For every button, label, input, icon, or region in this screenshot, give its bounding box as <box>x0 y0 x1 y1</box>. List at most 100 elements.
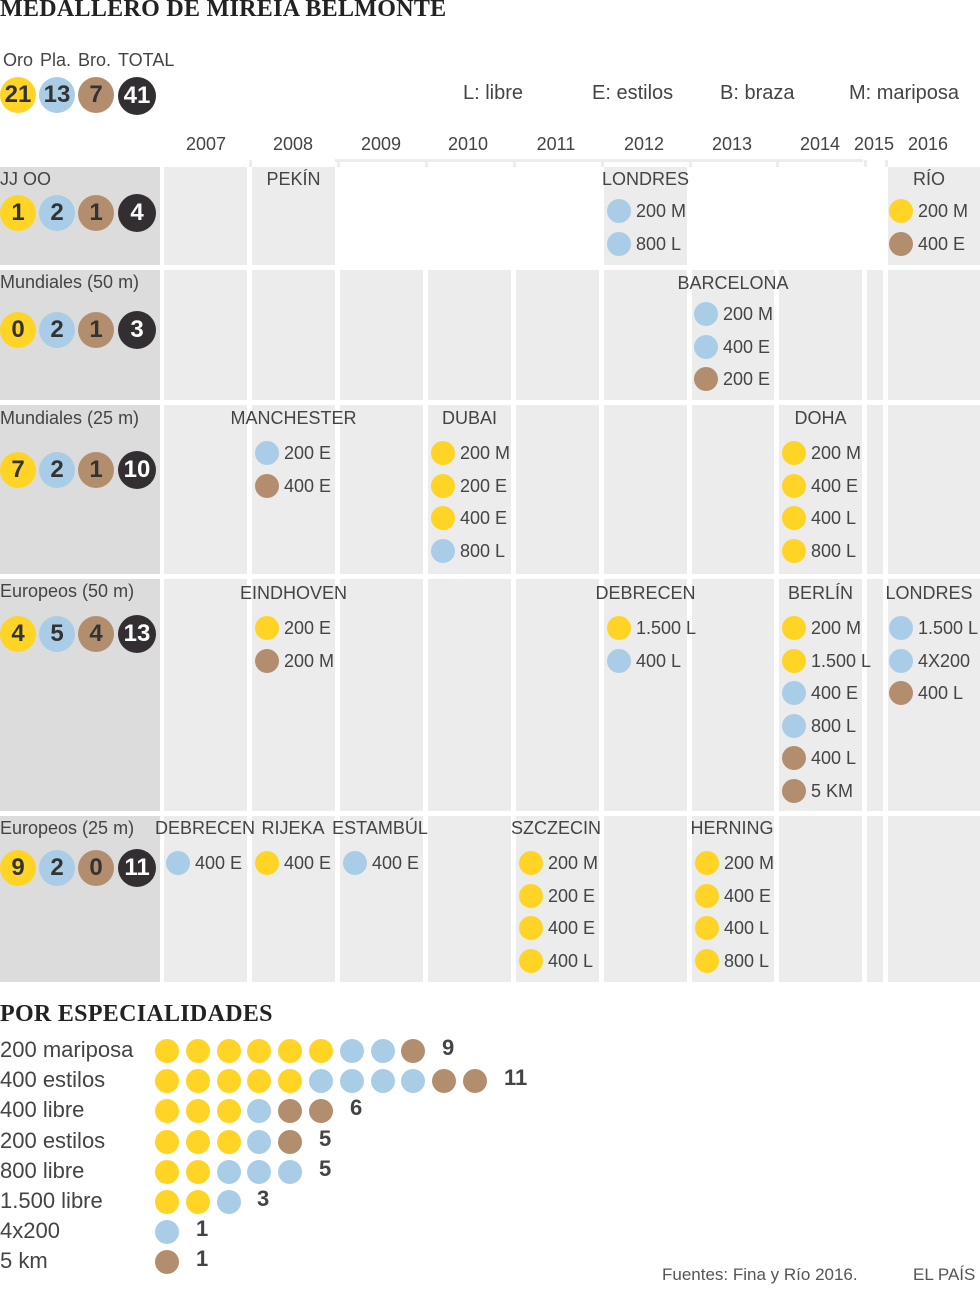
grid-cell-2009 <box>340 270 423 400</box>
medal-event-label: 400 L <box>636 650 682 671</box>
medal-event-label: 1.500 L <box>918 617 979 638</box>
grid-cell-2008 <box>252 167 335 265</box>
summary-oro-header: Oro <box>3 50 34 70</box>
medal-oro-dot <box>431 441 455 465</box>
competition-oro-count: 7 <box>0 452 36 488</box>
medal-item: 400 E <box>343 850 419 876</box>
specialty-oro-dot <box>155 1069 179 1093</box>
competition-bronce-count: 1 <box>78 195 114 231</box>
specialty-bronce-dot <box>278 1130 302 1154</box>
medal-event-label: 200 E <box>723 368 771 389</box>
medal-plata-dot <box>694 335 718 359</box>
year-label-2010: 2010 <box>447 134 489 154</box>
grid-cell-2010 <box>428 167 511 265</box>
year-label-2015: 2015 <box>853 134 895 154</box>
medal-oro-dot <box>782 539 806 563</box>
medal-oro-dot <box>519 884 543 908</box>
medal-event-label: 400 E <box>918 233 966 254</box>
summary-bronce-count: 7 <box>78 77 114 113</box>
legend-estilos: E: estilos <box>592 82 674 104</box>
event-city: DEBRECEN <box>595 583 696 603</box>
competition-bronce-count: 1 <box>78 312 114 348</box>
summary-plata-count: 13 <box>39 77 75 113</box>
legend-braza: B: braza <box>720 82 795 104</box>
medal-item: 1.500 L <box>889 615 978 641</box>
specialty-oro-dot <box>155 1039 179 1063</box>
competition-name: Mundiales (50 m) <box>0 272 140 292</box>
medal-item: 200 E <box>694 366 770 392</box>
source-note: Fuentes: Fina y Río 2016. <box>662 1265 858 1284</box>
medal-item: 800 L <box>695 948 769 974</box>
medal-oro-dot <box>695 916 719 940</box>
grid-cell-2011 <box>516 167 599 265</box>
medal-plata-dot <box>782 681 806 705</box>
specialty-total: 1 <box>196 1246 209 1271</box>
medal-event-label: 400 E <box>372 852 420 873</box>
specialty-oro-dot <box>217 1099 241 1123</box>
medal-bronce-dot <box>889 232 913 256</box>
grid-cell-2009 <box>340 816 423 982</box>
medal-item: 200 M <box>782 615 861 641</box>
medal-item: 400 E <box>166 850 242 876</box>
specialty-label: 4x200 <box>0 1218 60 1243</box>
specialty-bronce-dot <box>155 1250 179 1274</box>
medal-plata-dot <box>255 441 279 465</box>
medal-plata-dot <box>166 851 190 875</box>
grid-cell-2015 <box>867 579 883 811</box>
event-city: BARCELONA <box>677 273 789 293</box>
specialty-plata-dot <box>371 1069 395 1093</box>
medal-event-label: 800 L <box>460 540 506 561</box>
competition-plata-count: 2 <box>39 312 75 348</box>
specialty-total: 5 <box>319 1156 332 1181</box>
specialty-oro-dot <box>186 1160 210 1184</box>
medal-event-label: 400 E <box>284 475 332 496</box>
grid-cell-2010 <box>428 816 511 982</box>
specialty-total: 3 <box>257 1186 270 1211</box>
competition-plata-count: 2 <box>39 452 75 488</box>
competition-total-count: 3 <box>118 311 156 349</box>
grid-cell-2009 <box>340 579 423 811</box>
year-divider <box>513 160 516 167</box>
medal-item: 400 E <box>695 883 771 909</box>
event-city: DUBAI <box>441 408 498 428</box>
grid-cell-2010 <box>428 270 511 400</box>
medal-event-label: 200 E <box>548 885 596 906</box>
grid-cell-2008 <box>252 579 335 811</box>
competition-bronce-count: 4 <box>78 616 114 652</box>
medal-item: 400 L <box>695 915 769 941</box>
medal-event-label: 200 E <box>460 475 508 496</box>
medal-bronce-dot <box>255 649 279 673</box>
competition-total-count: 10 <box>118 451 156 489</box>
specialty-oro-dot <box>309 1039 333 1063</box>
specialty-plata-dot <box>278 1160 302 1184</box>
grid-cell-2015 <box>867 816 883 982</box>
medal-item: 400 E <box>255 850 331 876</box>
medal-oro-dot <box>519 949 543 973</box>
specialty-total: 1 <box>196 1216 209 1241</box>
year-top-rule <box>335 159 863 162</box>
specialty-oro-dot <box>155 1190 179 1214</box>
medal-event-label: 400 L <box>811 747 857 768</box>
grid-cell-2016 <box>888 405 980 574</box>
competition-total-count: 13 <box>118 615 156 653</box>
year-divider <box>689 160 692 167</box>
medal-item: 4X200 <box>889 648 970 674</box>
medal-plata-dot <box>607 199 631 223</box>
competition-plata-count: 5 <box>39 616 75 652</box>
grid-cell-2015 <box>867 167 883 265</box>
medal-event-label: 200 E <box>284 617 332 638</box>
specialty-total: 6 <box>350 1095 363 1120</box>
medal-item: 400 L <box>607 648 681 674</box>
medal-item: 400 E <box>519 915 595 941</box>
medal-event-label: 1.500 L <box>636 617 697 638</box>
medal-event-label: 400 L <box>918 682 964 703</box>
summary-total-count: 41 <box>118 77 156 115</box>
year-label-2013: 2013 <box>711 134 753 154</box>
competition-plata-count: 2 <box>39 195 75 231</box>
medal-item: 400 L <box>782 745 856 771</box>
medal-oro-dot <box>782 616 806 640</box>
medal-plata-dot <box>607 232 631 256</box>
grid-cell-2013 <box>692 405 774 574</box>
medal-item: 400 E <box>694 334 770 360</box>
year-divider <box>249 160 252 167</box>
